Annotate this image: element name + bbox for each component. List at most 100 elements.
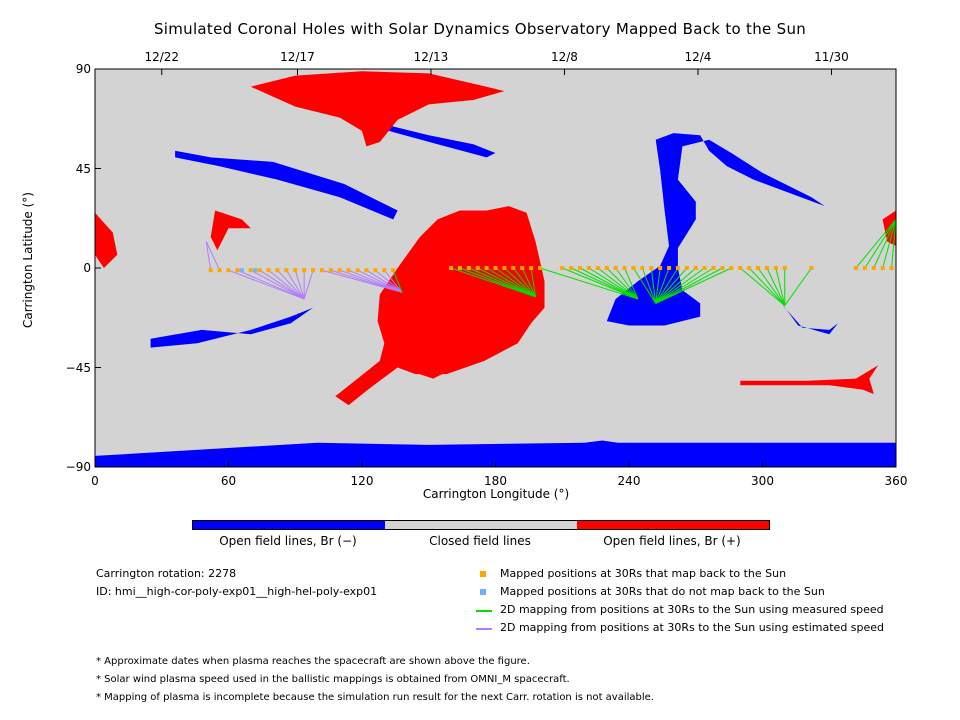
mapped-point (764, 266, 769, 270)
x-tick-label: 240 (617, 474, 641, 488)
mapping-line (775, 267, 786, 306)
coronal-hole-negative-3 (150, 307, 313, 348)
mapped-point (640, 266, 645, 270)
colorbar-negative (193, 521, 385, 529)
mapped-point (675, 266, 680, 270)
mapping-line (766, 267, 786, 306)
mapped-point (529, 266, 534, 270)
mapped-point (266, 268, 271, 273)
mapping-line (277, 269, 305, 300)
y-tick-label: 0 (83, 261, 91, 275)
mapped-point (613, 266, 618, 270)
coronal-hole-positive-8 (406, 367, 447, 379)
mapping-line (205, 241, 221, 271)
mapped-point (538, 266, 542, 270)
mapping-line (655, 267, 688, 304)
mapping-line (392, 270, 403, 293)
mapped-point (889, 266, 894, 270)
mapping-line (468, 267, 536, 298)
mapping-line (624, 267, 639, 300)
mapping-line (521, 267, 537, 297)
mapping-line (655, 267, 670, 304)
mapping-line (303, 270, 314, 300)
x-tick-label: 60 (220, 474, 237, 488)
mapped-point (747, 266, 752, 270)
legend-label-estimated: 2D mapping from positions at 30Rs to the… (500, 621, 885, 634)
mapped-point (622, 266, 627, 270)
mapped-point (382, 268, 387, 273)
mapped-point (658, 266, 663, 270)
colorbar-closed (385, 521, 577, 529)
y-tick-label: 90 (75, 62, 91, 76)
mapped-point (693, 266, 698, 270)
mapping-line (655, 267, 661, 304)
mapped-point (720, 266, 725, 270)
mapped-point (586, 266, 591, 270)
mapping-line (606, 267, 639, 300)
colorbar (192, 520, 770, 530)
coronal-hole-positive-7 (335, 206, 545, 406)
mapped-point (649, 266, 654, 270)
colorbar-positive (577, 521, 769, 529)
unmapped-point (253, 268, 258, 273)
mapping-line (228, 269, 305, 300)
mapping-line (530, 267, 537, 297)
coronal-hole-positive-9 (210, 210, 251, 251)
mapped-point (217, 268, 222, 273)
top-date-label: 12/17 (280, 50, 315, 64)
blue-square-icon (480, 589, 486, 595)
y-axis-label: Carrington Latitude (°) (21, 192, 35, 328)
y-tick-label: 45 (75, 161, 91, 176)
note-dates: * Approximate dates when plasma reaches … (96, 656, 530, 667)
legend-label-not-mapped: Mapped positions at 30Rs that do not map… (500, 585, 825, 598)
mapped-point (782, 266, 787, 270)
mapping-line (855, 219, 896, 269)
coronal-hole-negative-0 (95, 440, 896, 467)
mapping-line (633, 267, 657, 304)
top-date-label: 12/8 (550, 50, 578, 64)
mapped-point (511, 266, 516, 270)
mapping-line (375, 269, 403, 293)
mapping-line (579, 267, 639, 300)
mapping-line (495, 267, 536, 298)
purple-line-icon (476, 628, 492, 630)
mapping-line (864, 219, 896, 269)
y-tick-label: −90 (65, 460, 91, 474)
mapping-line (459, 267, 536, 298)
colorbar-label-positive: Open field lines, Br (+) (603, 534, 741, 548)
mapped-point (275, 268, 280, 273)
mapped-point (493, 266, 498, 270)
mapped-point (319, 268, 324, 273)
mapping-line (570, 267, 639, 300)
mapped-point (235, 268, 240, 273)
mapped-point (595, 266, 600, 270)
x-tick-label: 120 (350, 474, 374, 488)
mapping-line (641, 267, 657, 304)
mapping-line (477, 267, 536, 298)
note-incomplete: * Mapping of plasma is incomplete becaus… (96, 692, 654, 703)
x-tick-label: 300 (751, 474, 774, 488)
mapping-line (655, 267, 697, 304)
x-tick-label: 360 (884, 474, 908, 488)
mapping-line (882, 219, 896, 269)
run-id: ID: hmi__high-cor-poly-exp01__high-hel-p… (96, 585, 378, 598)
chart-title: Simulated Coronal Holes with Solar Dynam… (153, 20, 807, 38)
mapping-line (784, 267, 812, 306)
mapped-point (328, 268, 333, 273)
mapping-line (739, 267, 786, 306)
mapping-line (562, 267, 639, 300)
mapping-line (294, 270, 305, 300)
mapping-line (655, 267, 705, 304)
mapping-line (357, 269, 403, 293)
carrington-rotation: Carrington rotation: 2278 (96, 567, 237, 580)
mapped-point (484, 266, 489, 270)
mapping-line (539, 267, 639, 300)
mapped-point (311, 268, 316, 273)
mapped-point (337, 268, 342, 273)
mapped-point (809, 266, 814, 270)
coronal-hole-negative-1 (606, 133, 825, 326)
mapping-line (348, 269, 403, 293)
mapped-point (248, 268, 253, 273)
plot-content (95, 71, 896, 467)
mapped-point (853, 266, 858, 270)
